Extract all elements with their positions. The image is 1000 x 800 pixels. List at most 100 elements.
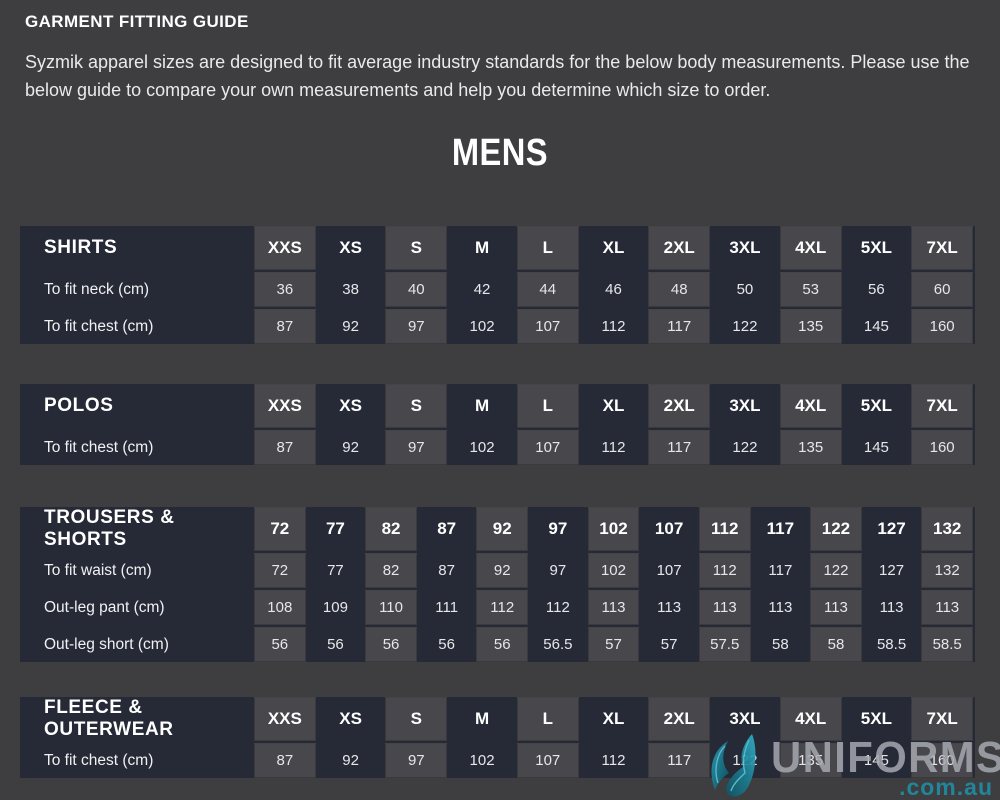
size-header-cell: 5XL [860, 396, 892, 415]
size-header-cell: XXS [254, 226, 316, 270]
table-title-trousers-shorts: TROUSERS & SHORTS [44, 507, 175, 550]
value-cell: 58 [810, 627, 862, 662]
size-header-cell: 97 [548, 519, 568, 538]
value-cell: 102 [587, 553, 640, 588]
value-cell: 112 [698, 553, 751, 588]
row-label-cell: To fit chest (cm) [44, 438, 154, 456]
value-cell: 97 [385, 309, 448, 344]
size-header-cell: 127 [877, 519, 906, 538]
row-label-cell: Out-leg short (cm) [44, 635, 169, 653]
value-cell: 110 [365, 590, 417, 625]
size-header-cell: 4XL [779, 384, 842, 428]
value-cell: 102 [469, 439, 495, 456]
value-cell: 117 [768, 562, 793, 579]
value-cell: 57 [660, 636, 678, 653]
size-table-polos: POLOS XXS XS S M L XL 2XL 3XL 4XL 5XL 7XL To fit che… [20, 384, 975, 465]
size-table-trousers-shorts: TROUSERS & SHORTS 72 77 82 87 92 97 102 107 112 11… [20, 507, 975, 662]
row-label-cell: To fit chest (cm) [44, 751, 154, 769]
size-header-cell: 3XL [729, 238, 761, 257]
size-header-cell: 5XL [860, 709, 892, 728]
value-cell: 56 [327, 636, 344, 653]
value-cell: 87 [254, 430, 316, 465]
value-cell: 112 [545, 599, 570, 616]
value-cell: 135 [779, 430, 842, 465]
value-cell: 97 [385, 743, 448, 778]
table-title-polos: POLOS [44, 395, 114, 416]
value-cell: 48 [648, 272, 711, 307]
uniforms-logo: UNIFORMS .com.au [697, 727, 1000, 800]
size-header-cell: 102 [587, 507, 640, 551]
value-cell: 92 [342, 318, 359, 335]
value-cell: 117 [648, 430, 711, 465]
size-header-cell: M [474, 709, 490, 728]
value-cell: 113 [921, 590, 973, 625]
size-header-cell: 72 [254, 507, 306, 551]
value-cell: 113 [879, 599, 904, 616]
value-cell: 57 [587, 627, 640, 662]
value-cell: 145 [863, 439, 889, 456]
size-header-cell: XXS [254, 697, 316, 741]
size-table-shirts: SHIRTS XXS XS S M L XL 2XL 3XL 4XL 5XL 7XL To fit ne… [20, 226, 975, 344]
value-cell: 122 [732, 439, 758, 456]
size-header-cell: 4XL [779, 226, 842, 270]
value-cell: 113 [587, 590, 640, 625]
value-cell: 82 [365, 553, 417, 588]
size-header-cell: XL [602, 396, 625, 415]
value-cell: 109 [322, 599, 348, 616]
size-header-cell: 2XL [648, 226, 711, 270]
value-cell: 56 [476, 627, 529, 662]
page-title: GARMENT FITTING GUIDE [25, 12, 249, 31]
value-cell: 60 [911, 272, 973, 307]
value-cell: 56 [868, 281, 885, 298]
size-header-cell: 122 [810, 507, 862, 551]
value-cell: 97 [549, 562, 567, 579]
row-label-cell: Out-leg pant (cm) [44, 598, 165, 616]
size-header-cell: 132 [921, 507, 973, 551]
value-cell: 113 [768, 599, 793, 616]
value-cell: 117 [648, 309, 711, 344]
value-cell: 135 [779, 309, 842, 344]
value-cell: 107 [656, 562, 682, 579]
value-cell: 160 [911, 309, 973, 344]
value-cell: 57.5 [698, 627, 751, 662]
section-heading-mens: MENS [451, 132, 549, 174]
value-cell: 97 [385, 430, 448, 465]
row-label-cell: To fit neck (cm) [44, 280, 150, 298]
value-cell: 102 [469, 752, 495, 769]
value-cell: 56 [438, 636, 455, 653]
size-header-cell: 7XL [911, 697, 973, 741]
size-header-cell: 5XL [860, 238, 892, 257]
value-cell: 112 [601, 318, 626, 335]
value-cell: 113 [657, 599, 682, 616]
value-cell: 107 [516, 743, 579, 778]
size-header-cell: XXS [254, 384, 316, 428]
size-header-cell: 112 [698, 507, 751, 551]
logo-domain-text: .com.au [899, 774, 993, 800]
value-cell: 122 [810, 553, 862, 588]
value-cell: 50 [736, 281, 754, 298]
value-cell: 58.5 [921, 627, 973, 662]
value-cell: 36 [254, 272, 316, 307]
value-cell: 117 [648, 743, 711, 778]
value-cell: 113 [698, 590, 751, 625]
size-table-fleece-outerwear: FLEECE & OUTERWEAR XXS XS S M L XL 2XL 3XL 4XL 5XL… [20, 697, 975, 778]
value-cell: 107 [516, 309, 579, 344]
value-cell: 53 [779, 272, 842, 307]
size-header-cell: M [474, 238, 490, 257]
size-header-cell: L [516, 697, 579, 741]
size-header-cell: XS [339, 238, 362, 257]
value-cell: 92 [342, 439, 359, 456]
value-cell: 77 [327, 562, 344, 579]
value-cell: 56 [254, 627, 306, 662]
value-cell: 87 [438, 562, 455, 579]
value-cell: 56.5 [543, 636, 573, 653]
table-title-shirts: SHIRTS [44, 237, 118, 258]
value-cell: 44 [516, 272, 579, 307]
value-cell: 122 [732, 318, 758, 335]
value-cell: 40 [385, 272, 448, 307]
size-header-cell: 7XL [911, 384, 973, 428]
value-cell: 58.5 [876, 636, 907, 653]
value-cell: 145 [863, 318, 889, 335]
value-cell: 135 [779, 743, 842, 778]
